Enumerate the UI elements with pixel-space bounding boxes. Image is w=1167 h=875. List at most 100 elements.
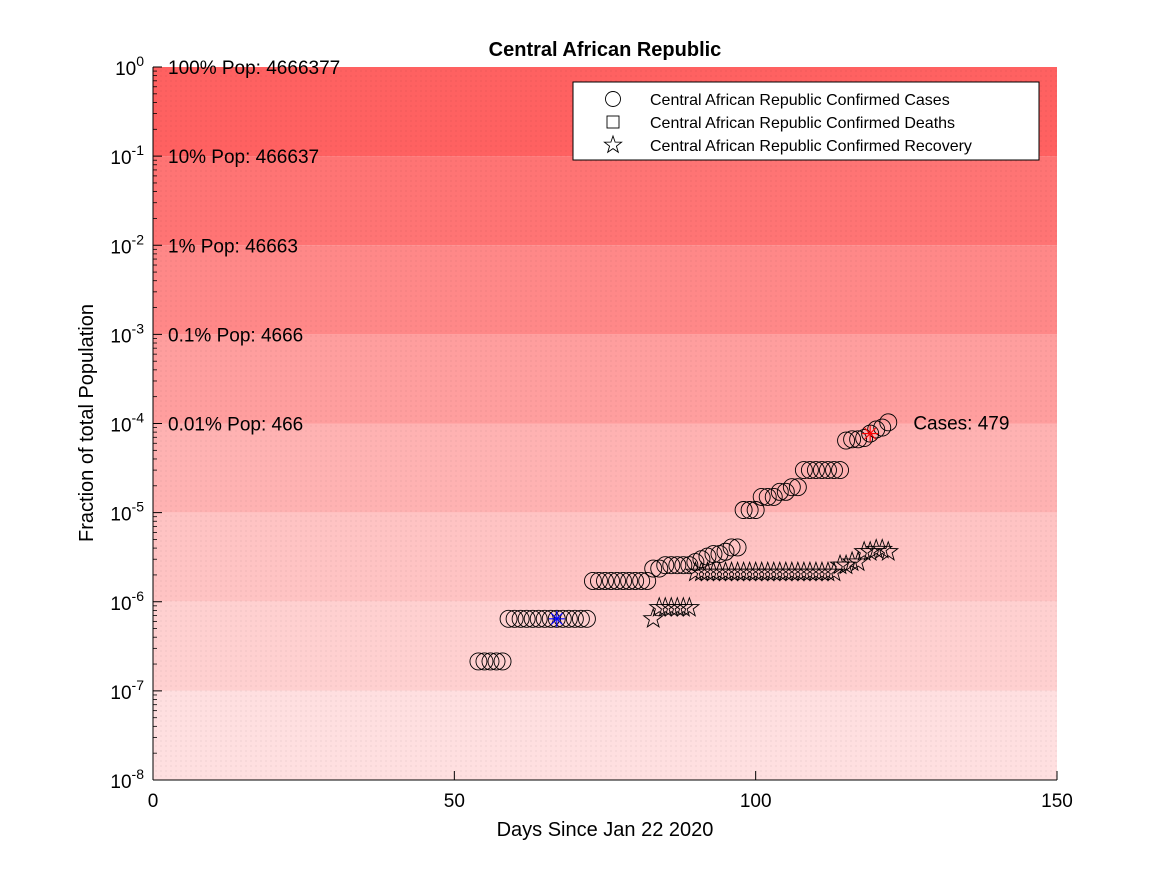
- y-tick-base: 10: [115, 59, 136, 80]
- case-marker: [547, 609, 566, 628]
- case-marker: [656, 556, 675, 575]
- case-marker: [855, 429, 874, 448]
- legend-entry: Central African Republic Confirmed Death…: [650, 115, 955, 132]
- case-marker: [788, 478, 807, 497]
- case-marker: [734, 501, 753, 519]
- population-band-label: 100% Pop: 4666377: [168, 58, 340, 79]
- case-marker: [800, 461, 819, 480]
- case-marker: [638, 572, 657, 590]
- case-marker: [879, 413, 898, 432]
- y-tick-base: 10: [110, 326, 131, 347]
- y-tick-label: 10-6: [110, 588, 144, 615]
- case-marker: [776, 482, 795, 501]
- case-marker: [740, 501, 759, 519]
- y-tick-exponent: -4: [132, 410, 145, 426]
- case-marker: [577, 609, 596, 628]
- case-marker: [825, 461, 843, 480]
- case-marker: [831, 461, 849, 480]
- population-band-label: 1% Pop: 46663: [168, 236, 298, 257]
- y-tick-base: 10: [110, 594, 131, 615]
- legend-marker-square: [606, 115, 620, 129]
- population-band-label: 0.01% Pop: 466: [168, 415, 303, 436]
- case-marker: [819, 461, 837, 480]
- x-tick-label: 150: [1041, 791, 1073, 812]
- case-marker: [626, 572, 645, 590]
- y-tick-exponent: -6: [132, 588, 145, 604]
- axes: 0 50 100 15010010-110-210-310-410-510-610-7…: [110, 53, 1072, 812]
- case-marker: [529, 609, 548, 628]
- case-marker: [481, 652, 500, 671]
- recovery-marker: [853, 540, 875, 561]
- y-tick-exponent: -2: [132, 231, 145, 247]
- case-marker: [608, 572, 627, 590]
- case-marker: [758, 487, 777, 506]
- case-marker: [873, 418, 892, 437]
- population-band-label: 0.1% Pop: 4666: [168, 325, 303, 346]
- y-tick-exponent: 0: [136, 53, 144, 69]
- case-marker: [746, 501, 765, 519]
- legend-entry: Central African Republic Confirmed Recov…: [650, 138, 972, 155]
- case-marker: [487, 652, 506, 671]
- y-tick-exponent: -5: [132, 499, 145, 515]
- legend-box: [572, 81, 1040, 161]
- case-marker: [499, 609, 518, 628]
- y-tick-base: 10: [110, 772, 131, 793]
- case-marker: [770, 482, 789, 501]
- y-tick-base: 10: [110, 505, 131, 526]
- x-tick-label: 50: [444, 791, 465, 812]
- recovery-marker: [871, 538, 894, 559]
- case-marker: [843, 430, 862, 449]
- case-marker: [806, 461, 825, 480]
- legend-marker-star: [603, 134, 623, 154]
- recovery-marker: [672, 596, 695, 617]
- y-tick-label: 10-7: [110, 677, 144, 704]
- highlight-marker: [862, 425, 879, 442]
- plot-texture: [153, 67, 1057, 780]
- case-marker: [583, 572, 602, 590]
- case-marker: [861, 424, 880, 443]
- recovery-marker: [877, 540, 900, 561]
- legend: Central African Republic Confirmed Cases…: [572, 81, 1040, 161]
- recovery-marker: [642, 607, 665, 629]
- case-marker: [596, 572, 614, 590]
- y-tick-label: 100: [115, 53, 144, 80]
- y-tick-base: 10: [110, 237, 131, 258]
- y-tick-label: 10-2: [110, 231, 144, 258]
- data-markers: [469, 413, 900, 671]
- y-tick-label: 10-1: [110, 142, 144, 169]
- chart-title: Central African Republic: [489, 39, 722, 61]
- legend-entry: Central African Republic Confirmed Cases: [650, 92, 950, 109]
- case-marker: [764, 487, 783, 506]
- y-tick-label: 10-3: [110, 320, 144, 347]
- case-marker: [469, 652, 488, 671]
- population-band-label: 10% Pop: 466637: [168, 147, 319, 168]
- case-marker: [571, 609, 590, 628]
- case-marker: [644, 559, 663, 578]
- recovery-marker: [859, 540, 881, 561]
- y-tick-exponent: -7: [132, 677, 145, 693]
- case-marker: [680, 556, 699, 575]
- case-marker: [716, 542, 735, 561]
- case-marker: [849, 430, 868, 449]
- case-marker: [752, 487, 771, 506]
- case-marker: [662, 556, 681, 575]
- case-marker: [602, 572, 620, 590]
- case-marker: [511, 609, 530, 628]
- case-marker: [813, 461, 831, 480]
- case-marker: [728, 538, 747, 557]
- case-marker: [493, 652, 512, 671]
- case-marker: [650, 559, 669, 578]
- highlight-marker: [548, 610, 565, 627]
- y-tick-exponent: -1: [132, 142, 145, 158]
- y-tick-label: 10-8: [110, 766, 144, 793]
- y-tick-exponent: -3: [132, 320, 145, 336]
- case-marker: [722, 538, 741, 557]
- cases-annotation: Cases: 479: [913, 413, 1009, 434]
- case-marker: [590, 572, 608, 590]
- case-marker: [620, 572, 639, 590]
- x-tick-label: 0: [148, 791, 159, 812]
- case-marker: [674, 556, 693, 575]
- legend-marker-circle: [605, 91, 621, 107]
- y-tick-base: 10: [110, 148, 131, 169]
